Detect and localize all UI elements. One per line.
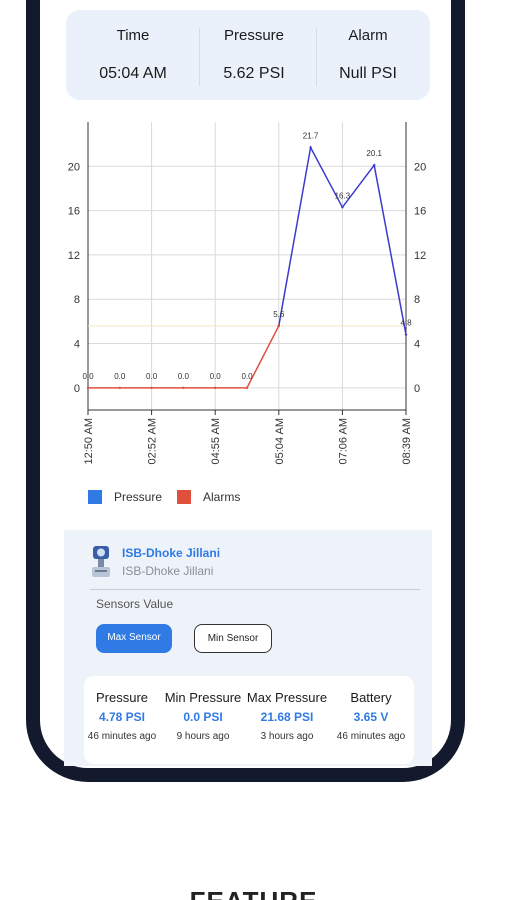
legend-label-pressure: Pressure: [114, 490, 163, 504]
metric-label: Max Pressure: [246, 690, 328, 705]
y-tick-label-right: 4: [414, 339, 420, 351]
pressure-swatch: [88, 490, 102, 504]
metric-battery: Battery 3.65 V 46 minutes ago: [329, 690, 413, 742]
data-label: 0.0: [178, 372, 190, 381]
y-tick-label-right: 12: [414, 250, 426, 262]
legend-item-alarms[interactable]: Alarms: [177, 488, 267, 506]
y-tick-label-right: 16: [414, 206, 426, 218]
data-label: 0.0: [114, 372, 126, 381]
x-tick-label: 12:50 AM: [83, 418, 95, 464]
divider: [90, 589, 420, 590]
x-tick-label: 04:55 AM: [210, 418, 222, 464]
metric-time: 46 minutes ago: [336, 731, 406, 742]
y-tick-label-right: 8: [414, 294, 420, 306]
feature-heading: FEATURE: [0, 886, 507, 900]
data-label: 0.0: [146, 372, 158, 381]
y-tick-label-left: 4: [74, 339, 80, 351]
time-label: Time: [116, 27, 150, 44]
metric-max-pressure: Max Pressure 21.68 PSI 3 hours ago: [245, 690, 329, 742]
x-tick-label: 05:04 AM: [274, 418, 286, 464]
metric-value: 0.0 PSI: [183, 710, 223, 724]
data-point-pressure: [404, 333, 408, 336]
min-sensor-button[interactable]: Min Sensor: [194, 624, 272, 653]
stat-divider: [199, 28, 200, 86]
data-point-pressure: [341, 206, 344, 209]
data-label: 20.1: [366, 149, 382, 158]
alarms-swatch: [177, 490, 191, 504]
legend-label-alarms: Alarms: [203, 490, 241, 504]
metric-time: 46 minutes ago: [87, 731, 157, 742]
data-label: 0.0: [82, 372, 94, 381]
data-label: 4.8: [400, 319, 412, 328]
device-subtitle: ISB-Dhoke Jillani: [122, 564, 214, 578]
alarm-label: Alarm: [348, 27, 388, 44]
metric-min-pressure: Min Pressure 0.0 PSI 9 hours ago: [161, 690, 245, 742]
data-label: 5.6: [273, 310, 285, 319]
y-tick-label-right: 20: [414, 161, 426, 173]
data-label: 16.3: [335, 191, 351, 200]
pressure-value: 5.62 PSI: [223, 65, 285, 82]
metric-value: 21.68 PSI: [260, 710, 314, 724]
metric-label: Battery: [350, 690, 392, 705]
data-point-alarms: [245, 386, 249, 390]
data-point-alarms: [277, 324, 280, 328]
x-tick-label: 07:06 AM: [337, 418, 349, 464]
data-point-alarms: [182, 386, 185, 390]
metric-label: Pressure: [95, 690, 149, 705]
y-tick-label-left: 20: [68, 161, 80, 173]
data-label: 0.0: [241, 372, 253, 381]
metric-label: Min Pressure: [164, 690, 242, 705]
alarm-value: Null PSI: [339, 65, 397, 82]
data-point-alarms: [150, 386, 153, 390]
metric-pressure: Pressure 4.78 PSI 46 minutes ago: [80, 690, 164, 742]
stat-divider: [316, 28, 317, 86]
pressure-sensor-icon: [92, 546, 110, 577]
pressure-chart: 0 0 4 4 8 8 12 12 16 16 20 20 12:50 AM 02:52 AM 04:55 …: [60, 112, 440, 522]
metric-value: 4.78 PSI: [98, 710, 146, 724]
data-point-alarms: [86, 386, 90, 390]
data-point-alarms: [214, 386, 217, 390]
y-tick-label-left: 16: [68, 206, 80, 218]
data-label: 0.0: [210, 372, 222, 381]
metrics-card: [84, 676, 414, 764]
y-tick-label-left: 0: [74, 383, 80, 395]
data-point-alarms: [118, 386, 121, 390]
pressure-label: Pressure: [223, 27, 285, 44]
max-sensor-button[interactable]: Max Sensor: [96, 624, 172, 653]
metric-time: 3 hours ago: [260, 731, 314, 742]
y-tick-label-left: 8: [74, 294, 80, 306]
chart-svg: 0 0 4 4 8 8 12 12 16 16 20 20 12:50 AM 02:52 AM 04:55 …: [68, 122, 426, 464]
data-point-pressure: [309, 146, 312, 149]
data-point-pressure: [373, 164, 376, 167]
metric-time: 9 hours ago: [176, 731, 230, 742]
x-tick-label: 02:52 AM: [147, 418, 159, 464]
y-tick-label-left: 12: [68, 250, 80, 262]
y-tick-label-right: 0: [414, 383, 420, 395]
metric-value: 3.65 V: [353, 710, 389, 724]
data-label: 21.7: [303, 131, 319, 140]
sensors-value-title: Sensors Value: [96, 597, 174, 611]
time-value: 05:04 AM: [99, 65, 167, 82]
x-tick-label: 08:39 AM: [401, 418, 413, 464]
summary-card: Time 05:04 AM Pressure 5.62 PSI Alarm Nu…: [66, 10, 430, 100]
legend-item-pressure[interactable]: Pressure: [88, 488, 178, 506]
device-name[interactable]: ISB-Dhoke Jillani: [122, 546, 221, 560]
